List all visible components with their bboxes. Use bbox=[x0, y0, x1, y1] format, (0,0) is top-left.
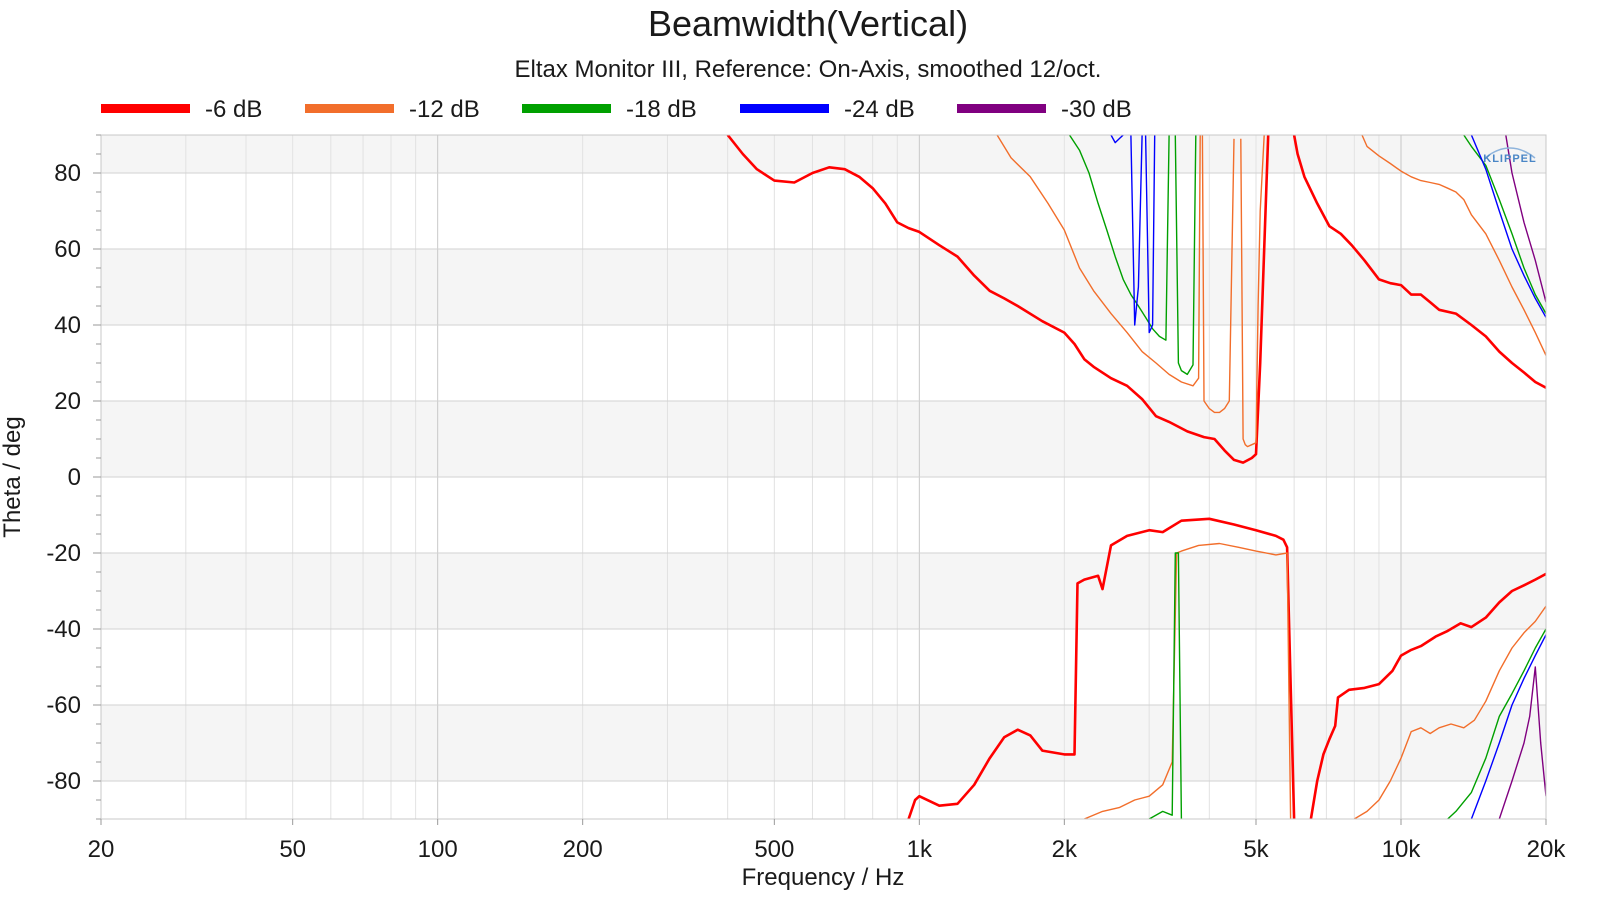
x-tick-label: 2k bbox=[1052, 836, 1078, 863]
series-line bbox=[1201, 135, 1235, 414]
series-line bbox=[1361, 135, 1546, 356]
series-line bbox=[1130, 135, 1143, 326]
legend-item: -12 dB bbox=[305, 96, 480, 123]
chart-title: Beamwidth(Vertical) bbox=[648, 3, 968, 44]
y-axis-ticks: 80 60 40 20 0 -20 -40 -60 -80 bbox=[46, 134, 101, 820]
x-axis-ticks: 20 50 100 200 500 1k 2k 5k 10k 20k bbox=[88, 819, 1567, 863]
chart-subtitle: Eltax Monitor III, Reference: On-Axis, s… bbox=[515, 56, 1102, 83]
legend-label: -18 dB bbox=[626, 96, 697, 123]
series-line bbox=[907, 517, 1296, 819]
series-2 bbox=[996, 135, 1546, 819]
y-tick-label: 0 bbox=[68, 464, 81, 491]
series-1 bbox=[726, 135, 1546, 819]
x-tick-label: 10k bbox=[1382, 836, 1422, 863]
series-5 bbox=[1498, 135, 1546, 819]
x-tick-label: 50 bbox=[279, 836, 306, 863]
series-4 bbox=[1110, 135, 1546, 819]
series-line bbox=[1240, 135, 1265, 448]
x-tick-label: 20k bbox=[1527, 836, 1567, 863]
legend-swatch bbox=[957, 104, 1046, 113]
series-3 bbox=[1068, 135, 1546, 819]
legend-swatch bbox=[101, 104, 190, 113]
series-line bbox=[1292, 135, 1546, 389]
y-tick-label: 80 bbox=[54, 160, 81, 187]
y-tick-label: 40 bbox=[54, 312, 81, 339]
plot-band bbox=[101, 249, 1546, 325]
series-layer bbox=[726, 135, 1546, 819]
legend-swatch bbox=[305, 104, 394, 113]
plot-band bbox=[101, 401, 1546, 477]
series-line bbox=[1174, 135, 1197, 376]
legend-label: -12 dB bbox=[409, 96, 480, 123]
y-axis-label: Theta / deg bbox=[0, 416, 26, 537]
series-line bbox=[1110, 135, 1124, 144]
series-line bbox=[1498, 666, 1546, 819]
y-tick-label: -20 bbox=[46, 540, 81, 567]
series-line bbox=[726, 135, 1270, 464]
x-tick-label: 20 bbox=[88, 836, 115, 863]
y-tick-label: -60 bbox=[46, 692, 81, 719]
legend-item: -24 dB bbox=[740, 96, 915, 123]
series-line bbox=[1144, 135, 1156, 334]
legend-swatch bbox=[740, 104, 829, 113]
legend-swatch bbox=[522, 104, 611, 113]
x-tick-label: 1k bbox=[907, 836, 933, 863]
plot-band bbox=[101, 705, 1546, 781]
series-line bbox=[1463, 135, 1546, 314]
series-line bbox=[1353, 605, 1546, 819]
y-tick-label: 20 bbox=[54, 388, 81, 415]
series-line bbox=[1470, 135, 1546, 318]
series-line bbox=[996, 135, 1201, 387]
legend-label: -30 dB bbox=[1061, 96, 1132, 123]
y-tick-label: 60 bbox=[54, 236, 81, 263]
x-tick-label: 100 bbox=[418, 836, 458, 863]
legend-item: -18 dB bbox=[522, 96, 697, 123]
legend: -6 dB -12 dB -18 dB -24 dB -30 dB bbox=[101, 96, 1132, 123]
series-line bbox=[1505, 135, 1546, 303]
series-line bbox=[1447, 628, 1546, 819]
x-tick-label: 200 bbox=[563, 836, 603, 863]
legend-label: -24 dB bbox=[844, 96, 915, 123]
x-axis-label: Frequency / Hz bbox=[742, 864, 905, 891]
series-line bbox=[1068, 135, 1170, 341]
plot-band bbox=[101, 553, 1546, 629]
grid bbox=[101, 135, 1546, 819]
plot-band bbox=[101, 135, 1546, 173]
legend-item: -30 dB bbox=[957, 96, 1132, 123]
klippel-logo: KLIPPEL bbox=[1483, 147, 1536, 165]
series-line bbox=[1309, 572, 1546, 819]
y-tick-label: -40 bbox=[46, 616, 81, 643]
y-tick-label: -80 bbox=[46, 768, 81, 795]
x-tick-label: 500 bbox=[754, 836, 794, 863]
series-line bbox=[1148, 552, 1183, 819]
legend-item: -6 dB bbox=[101, 96, 262, 123]
x-tick-label: 5k bbox=[1243, 836, 1269, 863]
series-line bbox=[1470, 634, 1546, 819]
series-line bbox=[1084, 542, 1292, 819]
legend-label: -6 dB bbox=[205, 96, 262, 123]
logo-text: KLIPPEL bbox=[1483, 153, 1536, 165]
